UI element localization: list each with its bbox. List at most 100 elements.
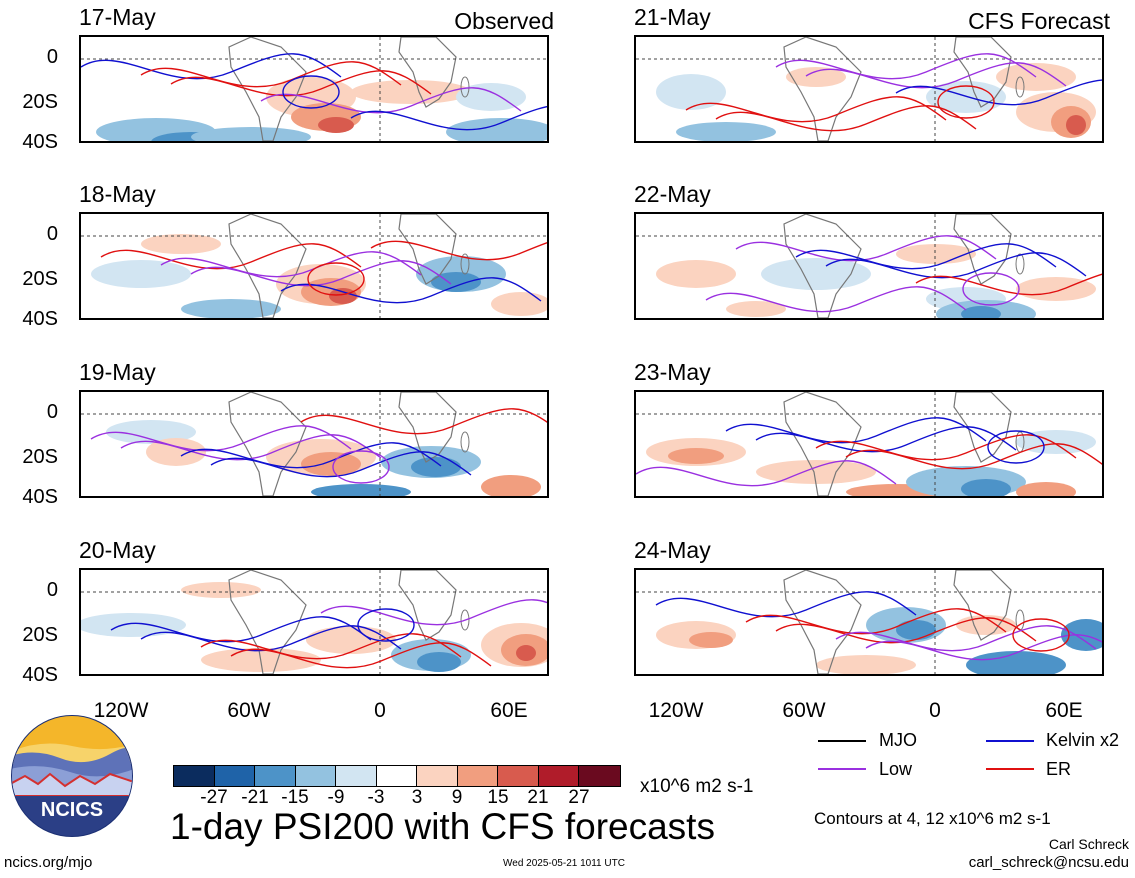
contour-loop: [282, 75, 340, 109]
contour-line: [180, 442, 442, 469]
lat-label-40s: 40S: [22, 308, 58, 330]
lon-label-60e: 60E: [1045, 699, 1083, 722]
anomaly-shading: [446, 118, 547, 141]
contour-line: [230, 642, 492, 669]
anomaly-shading: [689, 632, 733, 648]
contour-line: [865, 634, 1102, 661]
colorbar-tick: -9: [327, 787, 345, 808]
colorbar-swatch: [498, 766, 539, 786]
colorbar: [173, 765, 621, 787]
contour-loop: [962, 272, 1020, 306]
lon-label-0: 0: [929, 699, 941, 722]
africa-outline: [398, 392, 457, 463]
anomaly-shading: [301, 452, 361, 476]
anomaly-shading: [1016, 430, 1096, 454]
lat-label-40s: 40S: [22, 131, 58, 153]
anomaly-shading: [351, 80, 471, 104]
contour-loop: [937, 85, 995, 119]
colorbar-swatch: [457, 766, 498, 786]
colorbar-swatch: [579, 766, 620, 786]
ncics-logo-icon: NCICS: [11, 715, 133, 837]
contour-line: [120, 434, 382, 461]
contour-line: [140, 625, 402, 652]
colorbar-tick: -27: [200, 787, 228, 808]
anomaly-shading: [816, 655, 916, 674]
contour-line: [655, 591, 917, 618]
anomaly-shading: [491, 292, 547, 316]
ncics-logo: NCICS: [10, 714, 134, 838]
anomaly-shading: [756, 460, 876, 484]
south-america-outline: [228, 570, 307, 674]
colorbar-tick: 3: [411, 787, 423, 808]
contour-line: [350, 105, 547, 131]
colorbar-tick: 27: [568, 787, 590, 808]
contour-line: [805, 62, 1067, 89]
colorbar-swatch: [214, 766, 255, 786]
contour-line: [170, 70, 432, 97]
contour-line: [280, 277, 542, 304]
contour-loop: [307, 262, 365, 296]
contour-line: [705, 286, 967, 313]
anomaly-shading: [417, 652, 461, 672]
lon-label-60e: 60E: [490, 699, 528, 722]
contour-line: [725, 417, 987, 444]
colorbar-units: x10^6 m2 s-1: [640, 776, 754, 797]
contour-line: [845, 443, 1102, 470]
panel-date-right-2: 22-May: [634, 181, 711, 207]
lon-label-120w: 120W: [93, 699, 149, 722]
anomaly-shading: [656, 260, 736, 288]
contour-line: [915, 273, 1102, 296]
panel-date-left-2: 18-May: [79, 181, 156, 207]
contour-line: [110, 616, 372, 643]
south-america-outline: [783, 214, 862, 318]
contour-line: [895, 79, 1102, 106]
contour-line: [715, 105, 977, 132]
map-panel-right-3: [634, 390, 1104, 498]
anomaly-shading: [676, 122, 776, 141]
contour-line: [190, 260, 452, 287]
contour-line: [745, 608, 1007, 635]
africa-outline: [953, 570, 1012, 641]
anomaly-shading: [329, 288, 357, 304]
contour-line: [260, 87, 522, 114]
madagascar-outline: [460, 253, 470, 275]
colorbar-swatch: [376, 766, 417, 786]
contour-line: [795, 243, 1057, 270]
africa-outline: [953, 214, 1012, 285]
legend-low-line: [818, 768, 866, 770]
anomaly-shading: [456, 83, 526, 111]
colorbar-tick: -3: [367, 787, 385, 808]
contour-loop: [1012, 618, 1070, 652]
contour-loop: [987, 430, 1045, 464]
africa-outline: [398, 214, 457, 285]
contour-line: [90, 425, 352, 452]
anomaly-shading: [181, 582, 261, 598]
author-name: Carl Schreck: [1048, 836, 1129, 852]
contour-line: [320, 599, 547, 626]
observed-label: Observed: [454, 8, 554, 34]
anomaly-shading: [1016, 482, 1076, 496]
anomaly-shading: [306, 626, 396, 654]
anomaly-shading: [668, 448, 724, 464]
anomaly-shading: [91, 260, 191, 288]
anomaly-shading: [411, 457, 461, 477]
lat-label-20s: 20S: [22, 446, 58, 468]
source-url: ncics.org/mjo: [4, 854, 93, 871]
anomaly-shading: [726, 301, 786, 317]
contour-line: [685, 96, 947, 123]
lat-label-20s: 20S: [22, 268, 58, 290]
panel-date-left-4: 20-May: [79, 537, 156, 563]
south-america-outline: [783, 392, 862, 496]
contour-line: [100, 243, 362, 270]
legend-er-line: [986, 768, 1034, 770]
anomaly-shading: [311, 484, 411, 496]
contour-line: [755, 426, 1017, 453]
anomaly-shading: [181, 299, 281, 318]
south-america-outline: [783, 570, 862, 674]
lon-label-60w: 60W: [227, 699, 271, 722]
anomaly-shading: [106, 420, 196, 444]
anomaly-shading: [961, 479, 1011, 496]
contour-line: [636, 460, 897, 487]
map-panel-left-1: [79, 35, 549, 143]
colorbar-swatch: [255, 766, 296, 786]
